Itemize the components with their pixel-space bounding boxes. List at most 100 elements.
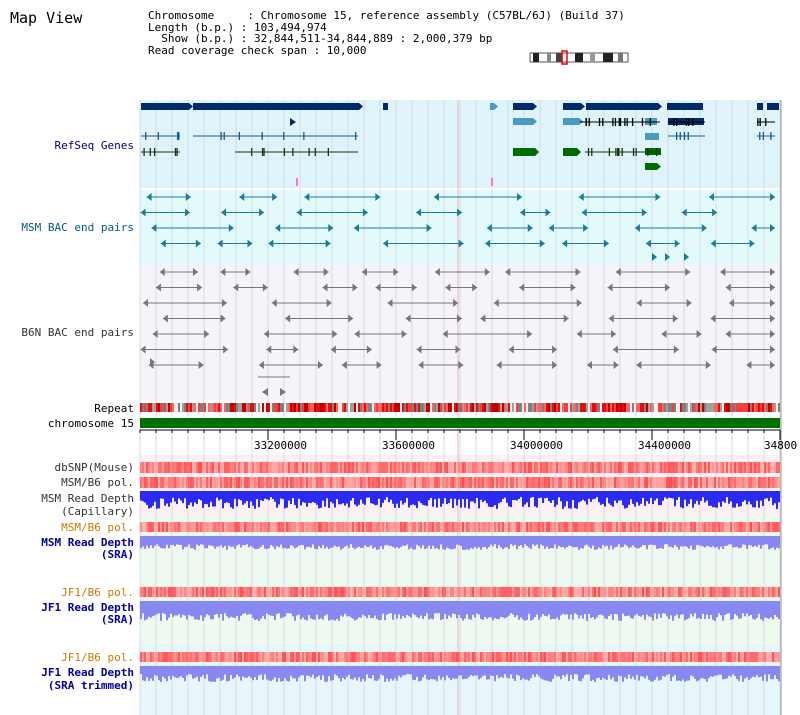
read-depth-bar bbox=[224, 491, 226, 504]
bac-end-marker bbox=[770, 224, 775, 232]
read-depth-bar bbox=[752, 666, 754, 677]
repeat-element bbox=[652, 403, 654, 412]
polymorphism-cell bbox=[562, 652, 564, 662]
polymorphism-cell bbox=[248, 587, 250, 597]
track-label-b6n-bac[interactable]: B6N BAC end pairs bbox=[21, 326, 134, 339]
polymorphism-cell bbox=[298, 522, 300, 532]
bac-end-marker bbox=[160, 239, 166, 248]
read-depth-bar bbox=[292, 666, 294, 679]
polymorphism-cell bbox=[614, 477, 616, 488]
track-label-msm-b6-pol-2[interactable]: MSM/B6 pol. bbox=[61, 521, 134, 534]
bac-end-marker bbox=[705, 361, 711, 369]
track-label-jf1-b6-pol[interactable]: JF1/B6 pol. bbox=[61, 586, 134, 599]
polymorphism-cell bbox=[446, 522, 448, 532]
read-depth-bar bbox=[390, 491, 392, 500]
track-label-msm-depth-capillary[interactable]: MSM Read Depth bbox=[41, 492, 134, 505]
polymorphism-cell bbox=[646, 477, 648, 488]
polymorphism-cell bbox=[284, 652, 286, 662]
track-label-msm-bac[interactable]: MSM BAC end pairs bbox=[21, 221, 134, 234]
polymorphism-cell bbox=[500, 477, 502, 488]
polymorphism-cell bbox=[282, 522, 284, 532]
read-depth-bar bbox=[586, 491, 588, 505]
polymorphism-cell bbox=[172, 522, 174, 532]
polymorphism-cell bbox=[248, 652, 250, 662]
polymorphism-cell bbox=[504, 652, 506, 662]
read-depth-bar bbox=[504, 666, 506, 675]
read-depth-bar bbox=[610, 601, 612, 615]
polymorphism-cell bbox=[480, 477, 482, 488]
track-label-msm-b6-pol[interactable]: MSM/B6 pol. bbox=[61, 476, 134, 489]
polymorphism-cell bbox=[732, 522, 734, 532]
polymorphism-cell bbox=[436, 462, 438, 473]
polymorphism-cell bbox=[274, 522, 276, 532]
track-label-msm-depth-sra[interactable]: MSM Read Depth bbox=[41, 536, 134, 549]
polymorphism-cell bbox=[394, 522, 396, 532]
polymorphism-cell bbox=[304, 587, 306, 597]
polymorphism-cell bbox=[404, 462, 406, 473]
polymorphism-cell bbox=[296, 522, 298, 532]
polymorphism-cell bbox=[656, 652, 658, 662]
read-depth-bar bbox=[566, 491, 568, 502]
polymorphism-cell bbox=[708, 652, 710, 662]
repeat-element bbox=[714, 403, 716, 412]
polymorphism-cell bbox=[422, 462, 424, 473]
repeat-element bbox=[624, 403, 626, 412]
polymorphism-cell bbox=[158, 462, 160, 473]
repeat-element bbox=[526, 403, 528, 412]
polymorphism-cell bbox=[602, 462, 604, 473]
polymorphism-cell bbox=[338, 522, 340, 532]
polymorphism-cell bbox=[380, 587, 382, 597]
polymorphism-cell bbox=[596, 587, 598, 597]
read-depth-bar bbox=[560, 536, 562, 548]
polymorphism-cell bbox=[470, 587, 472, 597]
polymorphism-cell bbox=[534, 587, 536, 597]
track-label-jf1-depth-sra[interactable]: JF1 Read Depth bbox=[41, 601, 134, 614]
read-depth-bar bbox=[366, 491, 368, 498]
polymorphism-cell bbox=[662, 522, 664, 532]
repeat-element bbox=[486, 403, 488, 412]
repeat-element bbox=[418, 403, 420, 412]
read-depth-bar bbox=[680, 666, 682, 682]
polymorphism-cell bbox=[618, 522, 620, 532]
polymorphism-cell bbox=[444, 462, 446, 473]
polymorphism-cell bbox=[282, 477, 284, 488]
repeat-element bbox=[746, 403, 748, 412]
polymorphism-cell bbox=[556, 587, 558, 597]
read-depth-bar bbox=[356, 601, 358, 620]
repeat-element bbox=[226, 403, 228, 412]
polymorphism-cell bbox=[196, 462, 198, 473]
polymorphism-cell bbox=[672, 522, 674, 532]
track-label-jf1-b6-pol-2[interactable]: JF1/B6 pol. bbox=[61, 651, 134, 664]
track-label-refseq[interactable]: RefSeq Genes bbox=[54, 139, 134, 152]
read-depth-bar bbox=[214, 536, 216, 549]
read-depth-bar bbox=[550, 491, 552, 503]
track-label-dbsnp[interactable]: dbSNP(Mouse) bbox=[54, 461, 134, 474]
polymorphism-cell bbox=[402, 462, 404, 473]
polymorphism-cell bbox=[368, 652, 370, 662]
polymorphism-cell bbox=[190, 652, 192, 662]
bac-end-marker bbox=[322, 283, 328, 292]
read-depth-bar bbox=[226, 601, 228, 617]
polymorphism-cell bbox=[294, 587, 296, 597]
repeat-element bbox=[262, 403, 264, 412]
read-depth-bar bbox=[620, 666, 622, 677]
read-depth-bar bbox=[768, 491, 770, 502]
polymorphism-cell bbox=[260, 587, 262, 597]
repeat-element bbox=[320, 403, 322, 412]
read-depth-bar bbox=[230, 491, 232, 508]
bac-end-marker bbox=[293, 345, 299, 354]
polymorphism-cell bbox=[774, 587, 776, 597]
polymorphism-cell bbox=[584, 477, 586, 488]
repeat-element bbox=[342, 403, 344, 412]
polymorphism-cell bbox=[444, 522, 446, 532]
track-label-jf1-depth-trimmed[interactable]: JF1 Read Depth bbox=[41, 666, 134, 679]
read-depth-bar bbox=[326, 601, 328, 615]
polymorphism-cell bbox=[618, 462, 620, 473]
polymorphism-cell bbox=[248, 462, 250, 473]
polymorphism-cell bbox=[566, 587, 568, 597]
read-depth-bar bbox=[186, 491, 188, 509]
read-depth-bar bbox=[456, 536, 458, 545]
polymorphism-cell bbox=[170, 477, 172, 488]
polymorphism-cell bbox=[644, 652, 646, 662]
polymorphism-cell bbox=[506, 587, 508, 597]
